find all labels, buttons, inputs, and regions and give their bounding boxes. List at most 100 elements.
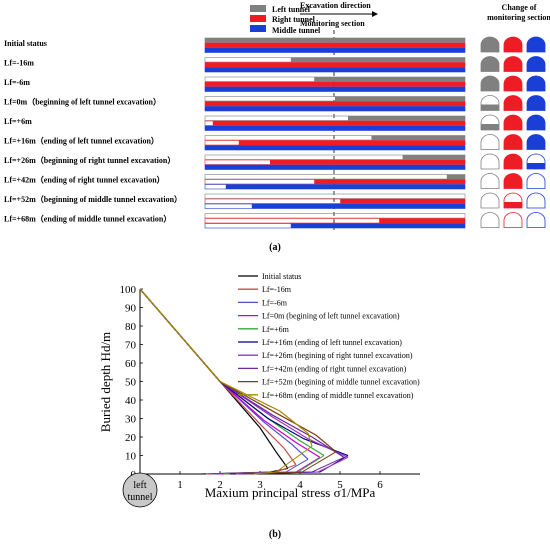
y-tick-label: 20 <box>125 432 137 444</box>
x-tick-label: 1 <box>177 479 183 491</box>
left-section-icon <box>480 153 500 170</box>
right-tunnel-bar <box>238 140 465 145</box>
left-tunnel-bar <box>205 38 465 43</box>
left-section-icon <box>480 75 500 92</box>
x-tick-label: 6 <box>377 479 383 491</box>
y-tick-label: 80 <box>125 321 137 333</box>
row-label: Lf=+42m（ending of right tunnel excavatio… <box>4 175 165 185</box>
left-section-icon <box>480 56 500 72</box>
middle-tunnel-bar <box>205 145 465 150</box>
y-tick-label: 90 <box>125 303 137 315</box>
legend-label: Lf=+16m (ending of left tunnel excavatio… <box>262 338 402 347</box>
row-label: Lf=0m（beginning of left tunnel excavatio… <box>4 97 161 107</box>
middle-tunnel-bar <box>205 126 465 131</box>
left-tunnel-bar <box>371 135 465 140</box>
legend-middle-label: Middle tunnel <box>272 26 321 35</box>
caption-b: (b) <box>269 529 281 540</box>
right-section-icon <box>503 153 523 170</box>
middle-section-half-fill <box>527 163 545 169</box>
left-tunnel-bar <box>446 174 465 179</box>
right-section-icon <box>503 134 523 150</box>
left-tunnel-bar <box>335 96 465 101</box>
row-label: Lf=-16m <box>4 59 34 68</box>
stage-rows: Initial status Lf=-16m Lf=-6m Lf=0m（beginni… <box>4 37 466 229</box>
y-axis-label: Buried depth Hd/m <box>98 332 113 432</box>
right-tunnel-bar <box>270 160 465 165</box>
left-section-icon <box>480 173 500 189</box>
legend-label: Lf=+68m (ending of middle tunnel excavat… <box>262 391 414 400</box>
middle-section-icon <box>526 212 546 228</box>
y-ticks: 0102030405060708090100 <box>120 284 143 481</box>
middle-tunnel-bar <box>205 106 465 111</box>
left-tunnel-outline <box>204 193 466 199</box>
x-axis-label: Maxium principal stress σ1/MPa <box>205 485 376 500</box>
legend-swatch-right <box>250 15 266 22</box>
right-tunnel-bar <box>205 43 465 48</box>
row-label: Lf=+26m（beginning of right tunnel excava… <box>4 155 175 165</box>
left-tunnel-bar <box>402 155 465 160</box>
x-tick-label: 2 <box>217 479 223 491</box>
series-line <box>139 288 313 447</box>
legend-swatch-left <box>250 5 266 12</box>
right-tunnel-bar <box>212 121 465 126</box>
left-tunnel-bar <box>290 57 465 62</box>
middle-section-icon <box>526 134 546 150</box>
legend-top: Left tunnel Right tunnel Middle tunnel E… <box>250 1 550 35</box>
left-section-icon <box>480 134 500 150</box>
y-tick-label: 10 <box>125 451 137 463</box>
legend-label: Lf=+26m (begining of right tunnel excava… <box>262 351 413 360</box>
arrow-head-icon <box>372 11 378 17</box>
x-tick-label: 3 <box>257 479 263 491</box>
left-section-icon <box>480 212 500 228</box>
legend-label: Lf=+6m <box>262 325 290 334</box>
middle-tunnel-bar <box>205 87 465 92</box>
change-title-1: Change of <box>502 3 537 12</box>
series-line-tail <box>253 445 313 475</box>
right-tunnel-bar <box>205 101 465 106</box>
left-tunnel-circle <box>122 472 158 508</box>
left-section-half-fill <box>481 124 499 130</box>
right-tunnel-bar <box>205 62 465 67</box>
right-section-icon <box>503 173 523 189</box>
right-tunnel-bar <box>379 218 465 223</box>
right-section-icon <box>503 212 523 228</box>
right-section-icon <box>503 75 523 92</box>
left-section-icon <box>480 36 500 53</box>
monitoring-section-label: Monitoring section <box>300 19 365 28</box>
left-section-icon <box>480 192 500 209</box>
y-tick-label: 40 <box>125 395 137 407</box>
middle-section-icon <box>526 36 546 53</box>
middle-section-icon <box>526 56 546 72</box>
change-title-2: monitoring section <box>487 13 550 22</box>
right-section-half-fill <box>504 202 522 208</box>
legend-label: Initial status <box>262 272 301 281</box>
series-line-tail <box>217 456 321 475</box>
middle-tunnel-bar <box>225 184 465 189</box>
tunnel-label-2: tunnel <box>128 492 153 503</box>
middle-section-icon <box>526 114 546 131</box>
right-section-icon <box>503 56 523 72</box>
series-line-tail <box>229 455 349 475</box>
row-label: Initial status <box>4 39 47 48</box>
right-section-icon <box>503 95 523 111</box>
middle-tunnel-bar <box>251 204 465 209</box>
legend-right-label: Right tunnel <box>272 15 316 24</box>
row-label: Lf=+68m（ending of middle tunnel excavati… <box>4 214 171 224</box>
chart-legend: Initial status Lf=-16m Lf=-6m Lf=0m (begini… <box>238 272 420 400</box>
right-section-icon <box>503 36 523 53</box>
legend-swatch-middle <box>250 25 266 32</box>
caption-a: (a) <box>269 242 281 253</box>
left-tunnel-bar <box>314 77 465 82</box>
left-section-half-fill <box>481 104 499 111</box>
right-tunnel-bar <box>314 179 465 184</box>
middle-tunnel-bar <box>290 223 465 228</box>
tunnel-label-1: left <box>133 480 147 491</box>
middle-tunnel-bar <box>205 165 465 170</box>
middle-tunnel-bar <box>205 67 465 72</box>
middle-section-icon <box>526 75 546 92</box>
left-tunnel-bar <box>348 116 465 121</box>
middle-section-icon <box>526 95 546 111</box>
